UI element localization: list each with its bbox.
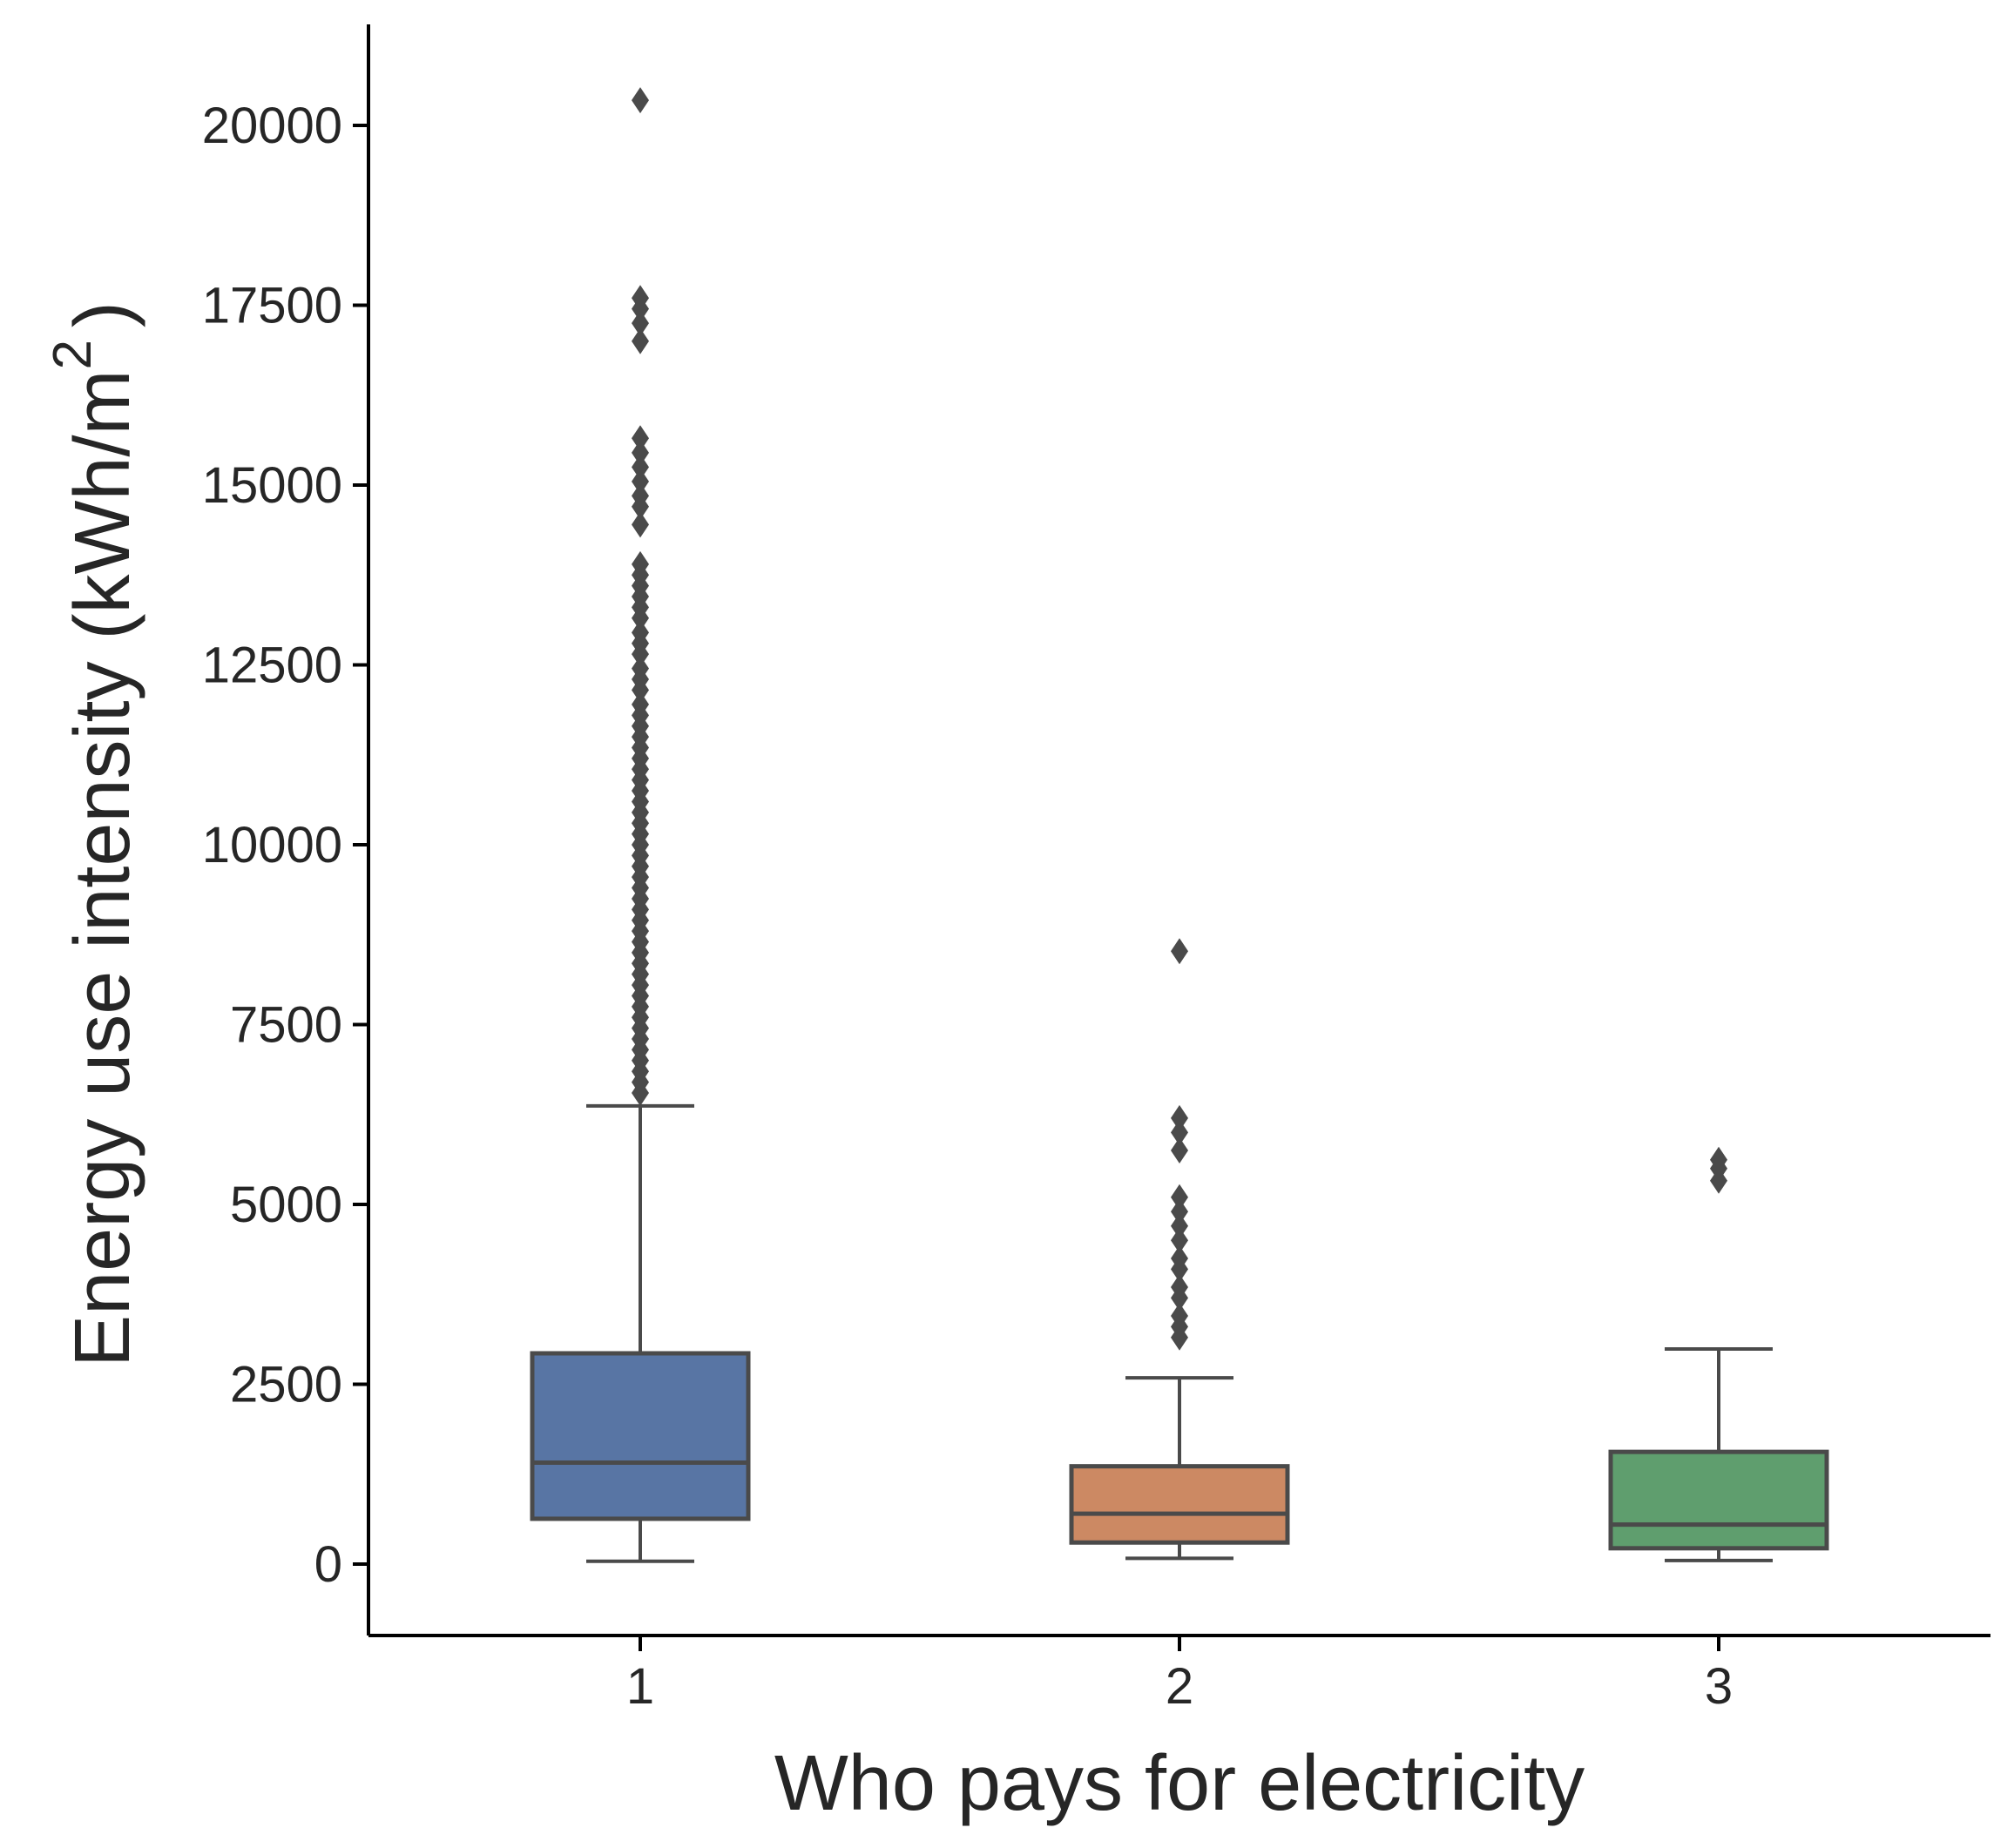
box-group-2 — [1069, 938, 1290, 1561]
outlier-point — [1171, 1324, 1188, 1351]
x-tick-label: 3 — [1705, 1658, 1733, 1715]
outlier-point — [1171, 1119, 1188, 1146]
box-iqr — [1608, 1449, 1829, 1551]
x-tick-label: 2 — [1166, 1658, 1193, 1715]
outlier-point — [1171, 938, 1188, 965]
y-tick-label: 20000 — [202, 98, 342, 154]
outlier-point — [1171, 1256, 1188, 1283]
box-group-3 — [1608, 1146, 1829, 1562]
y-tick-label: 0 — [314, 1536, 342, 1593]
x-tick-label: 1 — [626, 1658, 654, 1715]
outlier-point — [632, 1079, 649, 1106]
outlier-point — [632, 310, 649, 337]
y-tick-label: 17500 — [202, 278, 342, 334]
y-tick-label: 10000 — [202, 817, 342, 873]
box-iqr — [1069, 1464, 1290, 1545]
outlier-point — [632, 493, 649, 520]
outlier-point — [632, 604, 649, 631]
box-group-1 — [530, 87, 751, 1563]
outlier-point — [1171, 1104, 1188, 1131]
outlier-point — [632, 439, 649, 466]
outlier-point — [1171, 1137, 1188, 1164]
y-axis-title-main: Energy use intensity (kWh/m — [59, 370, 146, 1367]
outlier-point — [632, 641, 649, 668]
y-axis-title-close: ) — [59, 301, 146, 327]
outlier-point — [632, 677, 649, 704]
outlier-point — [1171, 1285, 1188, 1312]
y-axis-title-superscript: 2 — [43, 340, 103, 369]
outlier-point — [1171, 1212, 1188, 1239]
outlier-point — [632, 511, 649, 538]
outlier-point — [632, 87, 649, 114]
outlier-point — [1171, 1227, 1188, 1254]
x-axis-title: Who pays for electricity — [774, 1740, 1585, 1827]
y-tick-label: 2500 — [230, 1357, 342, 1413]
outlier-point — [632, 295, 649, 322]
outlier-point — [1171, 1184, 1188, 1211]
y-tick-label: 15000 — [202, 457, 342, 514]
outlier-point — [1710, 1167, 1727, 1194]
y-axis-title: Energy use intensity (kWh/m2) — [43, 301, 146, 1367]
svg-text:Energy use intensity (kWh/m2): Energy use intensity (kWh/m2) — [43, 301, 146, 1367]
box-iqr — [530, 1351, 751, 1521]
y-tick-label: 7500 — [230, 997, 342, 1054]
boxes-layer — [530, 87, 1829, 1563]
outlier-point — [632, 425, 649, 452]
outlier-point — [632, 468, 649, 495]
y-tick-label: 5000 — [230, 1177, 342, 1233]
outlier-point — [632, 454, 649, 481]
outlier-point — [1171, 1198, 1188, 1225]
y-tick-label: 12500 — [202, 637, 342, 694]
outlier-point — [632, 327, 649, 354]
ticks-layer: 0 2500 5000 7500 10000 12500 15000 17500 20000 1 2… — [202, 98, 1733, 1715]
